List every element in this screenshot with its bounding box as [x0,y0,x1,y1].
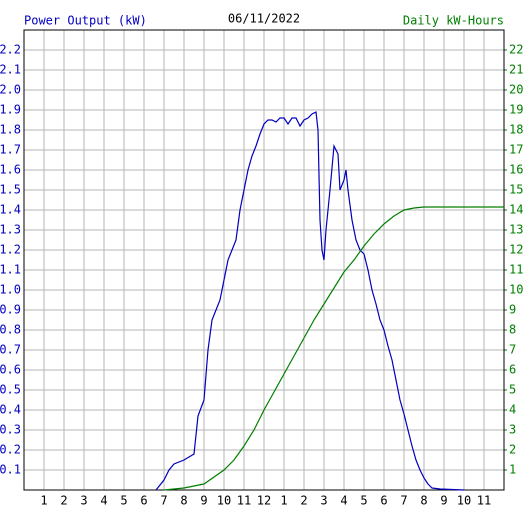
y2-tick-label: 16 [509,163,523,177]
x-tick-label: 6 [140,494,147,508]
y-tick-label: 1.5 [0,183,21,197]
y2-axis-title: Daily kW-Hours [403,14,504,28]
y2-tick-label: 1 [509,463,516,477]
x-tick-label: 10 [457,494,471,508]
y-tick-label: 0.6 [0,363,21,377]
x-tick-label: 3 [320,494,327,508]
y2-tick-label: 8 [509,323,516,337]
y2-tick-label: 5 [509,383,516,397]
y-tick-label: 0.1 [0,463,21,477]
y-tick-label: 2.2 [0,43,21,57]
y2-tick-label: 14 [509,203,523,217]
y-tick-label: 1.7 [0,143,21,157]
y2-tick-label: 2 [509,443,516,457]
x-tick-label: 5 [360,494,367,508]
y-tick-label: 1.2 [0,243,21,257]
x-tick-label: 5 [120,494,127,508]
x-tick-label: 2 [300,494,307,508]
y-tick-label: 0.8 [0,323,21,337]
y2-tick-label: 18 [509,123,523,137]
series-line [163,206,504,491]
y2-tick-label: 13 [509,223,523,237]
y-tick-label: 1.9 [0,103,21,117]
y2-tick-label: 12 [509,243,523,257]
y-axis-title: Power Output (kW) [24,14,147,28]
x-tick-label: 7 [160,494,167,508]
y2-tick-label: 15 [509,183,523,197]
x-tick-label: 11 [237,494,251,508]
y-tick-label: 0.2 [0,443,21,457]
x-tick-label: 7 [400,494,407,508]
y2-tick-label: 19 [509,103,523,117]
x-tick-label: 9 [440,494,447,508]
y2-tick-label: 17 [509,143,523,157]
y2-tick-label: 6 [509,363,516,377]
chart-title: 06/11/2022 [228,12,300,26]
x-tick-label: 11 [477,494,491,508]
x-tick-label: 4 [340,494,347,508]
series-line [155,111,465,491]
y2-tick-label: 10 [509,283,523,297]
y-tick-label: 1.4 [0,203,21,217]
y2-tick-label: 7 [509,343,516,357]
y-tick-label: 1.1 [0,263,21,277]
x-tick-label: 1 [280,494,287,508]
y2-tick-label: 21 [509,63,523,77]
x-tick-label: 10 [217,494,231,508]
x-tick-label: 3 [80,494,87,508]
y-tick-label: 2.0 [0,83,21,97]
y2-tick-label: 20 [509,83,523,97]
y2-tick-label: 22 [509,43,523,57]
y2-tick-label: 9 [509,303,516,317]
y2-tick-label: 4 [509,403,516,417]
x-tick-label: 6 [380,494,387,508]
x-tick-label: 2 [60,494,67,508]
x-tick-label: 8 [180,494,187,508]
y-tick-label: 1.0 [0,283,21,297]
y-tick-label: 1.3 [0,223,21,237]
x-tick-label: 12 [257,494,271,508]
y-tick-label: 0.7 [0,343,21,357]
y2-tick-label: 11 [509,263,523,277]
y-tick-label: 2.1 [0,63,21,77]
plot-frame [23,29,505,491]
x-tick-label: 4 [100,494,107,508]
y2-tick-label: 3 [509,423,516,437]
y-tick-label: 0.4 [0,403,21,417]
x-tick-label: 8 [420,494,427,508]
x-tick-label: 9 [200,494,207,508]
y-tick-label: 0.5 [0,383,21,397]
x-tick-label: 1 [40,494,47,508]
y-tick-label: 0.3 [0,423,21,437]
y-tick-label: 1.6 [0,163,21,177]
y-tick-label: 0.9 [0,303,21,317]
y-tick-label: 1.8 [0,123,21,137]
